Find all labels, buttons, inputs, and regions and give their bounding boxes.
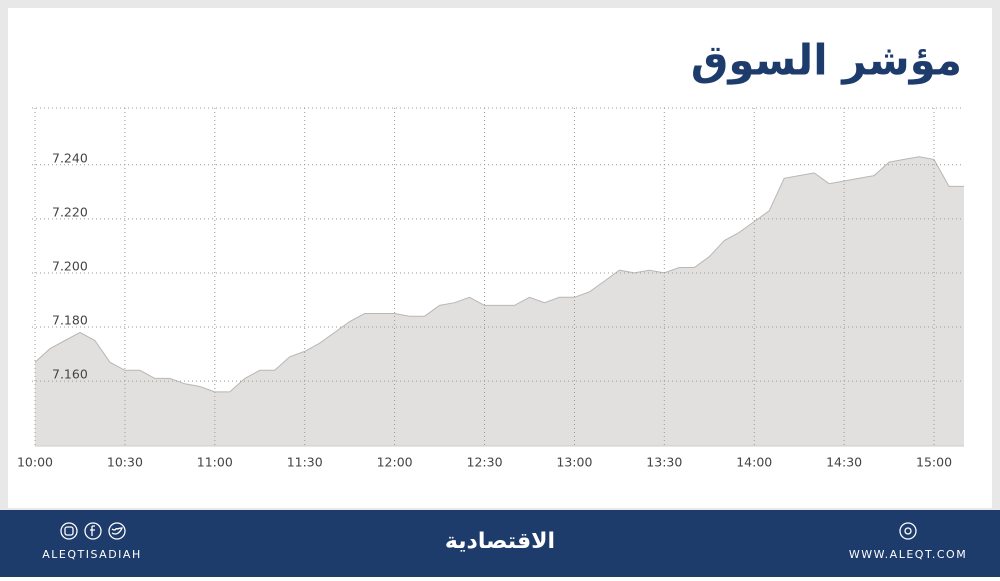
area-fill xyxy=(35,156,964,446)
y-tick-label: 7.160 xyxy=(52,367,88,382)
footer-handle: ALEQTISADIAH xyxy=(42,548,141,561)
instagram-glyph xyxy=(64,526,74,536)
x-tick-label: 13:00 xyxy=(556,455,592,470)
area-line xyxy=(34,156,964,393)
x-tick-label: 15:00 xyxy=(916,455,952,470)
chart-title: مؤشر السوق xyxy=(691,36,962,86)
footer-brand: الاقتصادية xyxy=(445,529,555,554)
facebook-icon xyxy=(84,522,102,540)
x-tick-label: 12:30 xyxy=(467,455,503,470)
x-tick-label: 14:30 xyxy=(826,455,862,470)
facebook-glyph xyxy=(90,525,95,536)
x-tick-label: 11:30 xyxy=(287,455,323,470)
y-tick-label: 7.220 xyxy=(52,204,88,219)
web-icon xyxy=(899,522,917,540)
y-tick-label: 7.180 xyxy=(52,313,88,328)
twitter-icon xyxy=(108,522,126,540)
x-tick-label: 12:00 xyxy=(377,455,413,470)
social-icons xyxy=(60,522,917,540)
instagram-icon xyxy=(60,522,78,540)
x-tick-label: 14:00 xyxy=(736,455,772,470)
footer-band xyxy=(0,510,1000,577)
x-tick-label: 11:00 xyxy=(197,455,233,470)
y-tick-label: 7.200 xyxy=(52,258,88,273)
x-tick-label: 10:00 xyxy=(17,455,53,470)
x-tick-label: 10:30 xyxy=(107,455,143,470)
x-tick-label: 13:30 xyxy=(646,455,682,470)
y-tick-label: 7.240 xyxy=(52,150,88,165)
web-glyph xyxy=(904,527,912,535)
twitter-glyph xyxy=(111,527,124,535)
plot: 7.160 7.180 7.200 7.220 7.240 10:00 10:30 11:00… xyxy=(17,108,964,470)
footer-website: WWW.ALEQT.COM xyxy=(849,548,967,561)
